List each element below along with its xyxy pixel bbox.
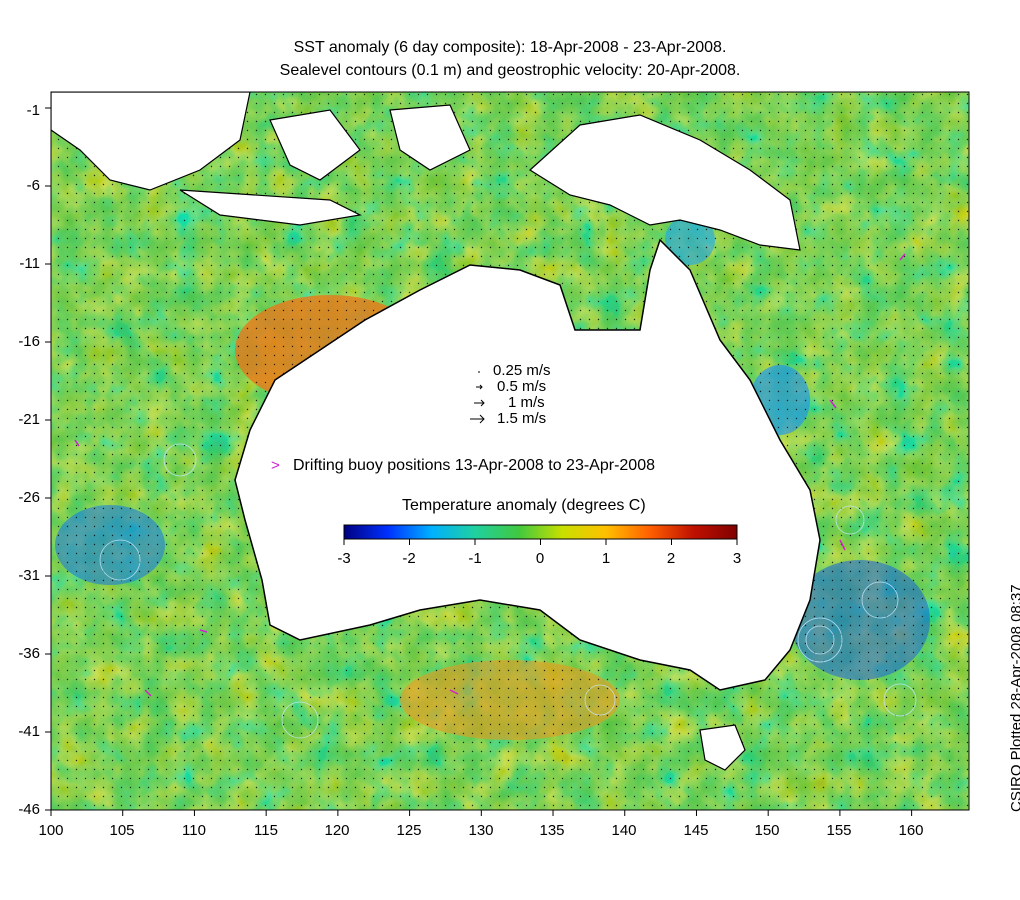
map-title-line2: Sealevel contours (0.1 m) and geostrophi…	[279, 62, 741, 79]
axis-ticks	[45, 107, 913, 816]
colorbar-ticks	[343, 539, 738, 545]
plot-frame	[50, 91, 970, 811]
buoy-marker-icon: >	[271, 457, 280, 474]
x-tick-label: 100	[38, 822, 64, 839]
buoy-legend-label: Drifting buoy positions 13-Apr-2008 to 2…	[293, 457, 655, 474]
x-tick-label: 150	[754, 822, 780, 839]
velocity-legend-label: 1.5 m/s	[497, 410, 547, 427]
y-tick-label: -46	[18, 801, 40, 818]
x-tick-label: 135	[539, 822, 565, 839]
drifting-buoy-tracks	[74, 253, 906, 697]
x-tick-label: 155	[826, 822, 852, 839]
colorbar-tick-label: 1	[601, 550, 611, 567]
x-tick-label: 110	[182, 822, 206, 839]
y-tick-label: -41	[18, 723, 40, 740]
colorbar-tick-label: -3	[337, 550, 351, 567]
x-tick-label: 130	[468, 822, 494, 839]
colorbar-tick-label: -2	[402, 550, 416, 567]
land-tasmania	[699, 724, 746, 771]
colorbar	[343, 524, 738, 540]
x-tick-label: 145	[683, 822, 709, 839]
y-tick-label: -31	[18, 567, 40, 584]
colorbar-tick-label: 2	[666, 550, 676, 567]
velocity-legend-label: 0.25 m/s	[493, 362, 551, 379]
land-indonesia	[51, 92, 471, 226]
map-title-line1: SST anomaly (6 day composite): 18-Apr-20…	[293, 39, 727, 56]
x-tick-label: 115	[254, 822, 278, 839]
y-tick-label: -26	[18, 489, 40, 506]
y-tick-label: -11	[19, 255, 40, 272]
colorbar-tick-label: 3	[732, 550, 742, 567]
y-tick-label: -1	[26, 102, 40, 119]
colorbar-tick-label: 0	[535, 550, 545, 567]
x-tick-label: 120	[324, 822, 350, 839]
credit-label: CSIRO Plotted 28-Apr-2008 08:37	[1008, 584, 1020, 812]
colorbar-tick-label: -1	[468, 550, 482, 567]
velocity-legend-arrows	[470, 371, 485, 424]
velocity-legend-label: 0.5 m/s	[497, 378, 547, 395]
x-tick-label: 160	[898, 822, 924, 839]
x-tick-label: 125	[396, 822, 422, 839]
y-tick-label: -6	[26, 177, 40, 194]
land-new-guinea	[529, 114, 801, 251]
colorbar-title: Temperature anomaly (degrees C)	[402, 497, 646, 514]
y-tick-label: -16	[18, 333, 40, 350]
sealevel-contours	[99, 443, 917, 739]
y-tick-label: -21	[18, 411, 40, 428]
velocity-legend-label: 1 m/s	[508, 394, 545, 411]
y-tick-label: -36	[18, 645, 40, 662]
sst-field	[51, 92, 969, 810]
land-australia	[234, 238, 821, 691]
x-tick-label: 140	[611, 822, 637, 839]
x-tick-label: 105	[109, 822, 135, 839]
